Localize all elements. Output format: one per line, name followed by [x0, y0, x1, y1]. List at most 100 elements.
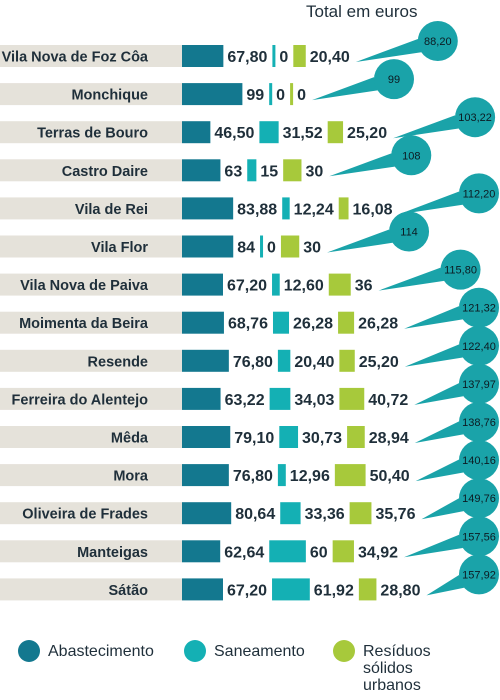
data-label-saneamento: 30,73 — [302, 430, 342, 447]
bar-abastecimento — [182, 121, 211, 144]
data-label-residuos: 30 — [305, 163, 323, 180]
legend-label-residuos: Resíduos sólidos urbanos — [363, 643, 431, 694]
chart-svg: Vila Nova de Foz Côa 67,80 0 20,40 88,20 Monc… — [0, 21, 499, 601]
data-label-abastecimento: 63 — [224, 163, 242, 180]
data-label-abastecimento: 46,50 — [214, 125, 254, 142]
bar-saneamento — [259, 121, 279, 144]
bar-residuos — [347, 426, 365, 448]
data-label-abastecimento: 63,22 — [225, 392, 265, 409]
category-label: Vila Nova de Paiva — [20, 278, 149, 294]
bar-saneamento — [269, 540, 306, 563]
data-label-residuos: 28,94 — [369, 430, 409, 447]
category-label: Vila Flor — [91, 240, 148, 256]
bar-residuos — [293, 45, 306, 67]
row-background — [0, 311, 182, 334]
bar-saneamento — [269, 387, 291, 410]
row-background — [0, 387, 182, 410]
bar-saneamento — [272, 45, 276, 67]
total-bubble-pointer — [404, 534, 463, 558]
total-bubble-pointer — [398, 191, 463, 215]
bar-abastecimento — [182, 159, 221, 182]
bar-saneamento — [280, 502, 301, 525]
total-label: 108 — [402, 150, 420, 162]
total-label: 157,56 — [462, 531, 496, 543]
row-background — [0, 159, 182, 182]
total-bubble-pointer — [421, 498, 464, 520]
total-bubble-pointer — [393, 115, 459, 139]
total-bubble-pointer — [414, 383, 464, 405]
bar-abastecimento — [182, 197, 234, 220]
category-label: Manteigas — [77, 545, 148, 561]
bar-residuos — [328, 273, 351, 296]
bar-abastecimento — [182, 426, 231, 448]
data-label-saneamento: 12,60 — [284, 278, 324, 295]
data-label-residuos: 36 — [355, 278, 373, 295]
data-label-saneamento: 0 — [267, 240, 276, 257]
total-bubble-pointer — [355, 39, 422, 62]
bar-abastecimento — [182, 540, 221, 563]
data-label-residuos: 25,20 — [347, 125, 387, 142]
data-label-residuos: 34,92 — [358, 544, 398, 561]
bar-saneamento — [277, 349, 291, 372]
total-bubble-pointer — [426, 575, 465, 596]
bar-saneamento — [272, 578, 310, 601]
total-bubble — [459, 440, 499, 481]
bar-abastecimento — [182, 273, 223, 296]
bar-abastecimento — [182, 578, 223, 601]
total-label: 122,40 — [462, 341, 496, 353]
row-background — [0, 349, 182, 372]
total-bubble — [391, 135, 432, 176]
data-label-saneamento: 20,40 — [294, 354, 334, 371]
data-label-abastecimento: 67,20 — [227, 278, 267, 295]
legend-swatch-abastecimento — [18, 640, 40, 662]
data-label-residuos: 25,20 — [359, 354, 399, 371]
total-bubble-pointer — [415, 459, 464, 482]
bar-residuos — [334, 464, 366, 487]
data-label-saneamento: 12,24 — [294, 201, 334, 218]
bar-abastecimento — [182, 83, 243, 106]
category-label: Vila de Rei — [75, 202, 148, 218]
total-bubble-pointer — [329, 153, 395, 177]
data-label-residuos: 20,40 — [310, 49, 350, 66]
data-label-abastecimento: 76,80 — [233, 354, 273, 371]
legend-item-abastecimento: Abastecimento — [18, 640, 154, 662]
bar-residuos — [283, 159, 302, 182]
bar-abastecimento — [182, 502, 232, 525]
total-label: 99 — [388, 74, 400, 86]
total-bubble-pointer — [378, 267, 445, 291]
bar-residuos — [338, 311, 355, 334]
total-label: 157,92 — [462, 569, 496, 581]
data-label-abastecimento: 76,80 — [233, 468, 273, 485]
legend-label-abastecimento: Abastecimento — [48, 643, 154, 660]
data-label-saneamento: 61,92 — [314, 582, 354, 599]
bar-residuos — [332, 540, 354, 563]
legend: Abastecimento Saneamento Resíduos sólido… — [0, 630, 500, 700]
bar-residuos — [327, 121, 344, 144]
data-label-abastecimento: 68,76 — [228, 316, 268, 333]
data-label-abastecimento: 99 — [246, 87, 264, 104]
data-label-saneamento: 34,03 — [294, 392, 334, 409]
legend-item-saneamento: Saneamento — [184, 640, 305, 662]
bar-residuos — [338, 197, 349, 220]
total-label: 115,80 — [444, 265, 477, 277]
bar-residuos — [339, 349, 355, 372]
total-label: 112,20 — [463, 188, 496, 200]
total-bubble-pointer — [404, 306, 463, 329]
row-background — [0, 197, 182, 220]
category-label: Mêda — [111, 431, 149, 447]
bar-saneamento — [269, 83, 273, 106]
data-label-saneamento: 31,52 — [283, 125, 323, 142]
category-label: Oliveira de Frades — [22, 507, 148, 523]
data-label-saneamento: 15 — [260, 163, 278, 180]
bar-residuos — [290, 83, 294, 106]
total-label: 121,32 — [462, 303, 496, 315]
data-label-residuos: 35,76 — [375, 506, 415, 523]
category-label: Moimenta da Beira — [19, 316, 149, 332]
bar-saneamento — [272, 273, 280, 296]
row-background — [0, 235, 182, 258]
data-label-saneamento: 0 — [279, 49, 288, 66]
bar-residuos — [339, 387, 365, 410]
row-background — [0, 464, 182, 487]
bar-residuos — [358, 578, 377, 601]
